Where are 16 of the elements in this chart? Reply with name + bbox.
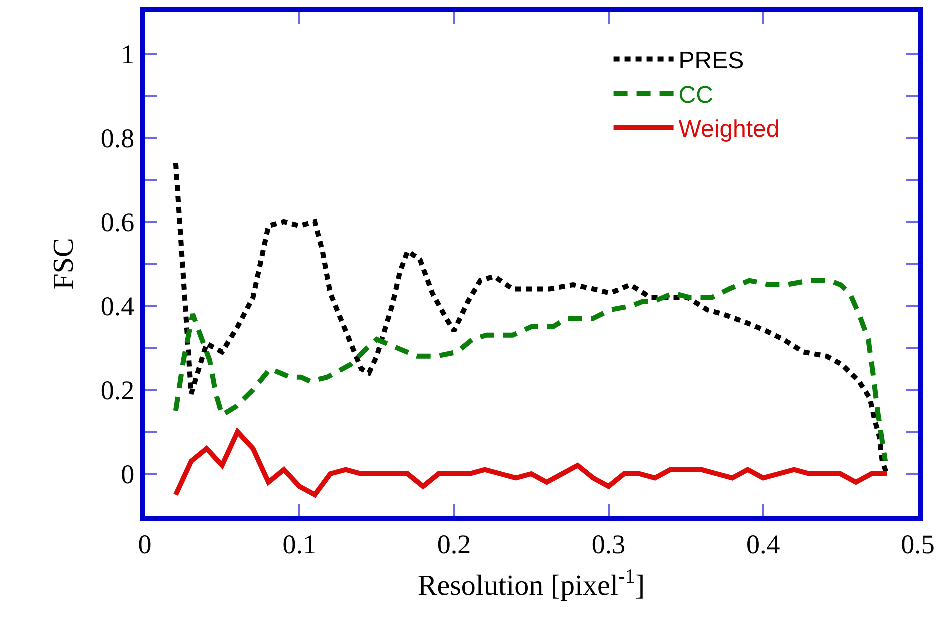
legend-label: Weighted: [678, 116, 780, 144]
x-tick-label: 0.5: [901, 529, 935, 560]
y-tick-label: 0: [121, 459, 135, 490]
y-axis-title: FSC: [48, 238, 80, 290]
x-tick-label: 0.2: [437, 529, 472, 560]
legend-label: PRES: [678, 48, 744, 75]
y-tick-label: 0.6: [100, 207, 135, 238]
y-tick-label: 1: [121, 39, 135, 70]
y-tick-label: 0.2: [100, 375, 135, 406]
legend-label: CC: [678, 82, 714, 109]
y-tick-label: 0.8: [100, 123, 135, 154]
x-tick-label: 0.1: [282, 529, 316, 560]
x-tick-label: 0.4: [746, 529, 781, 560]
x-axis-title: Resolution [pixel$^{-1}$]: [418, 566, 646, 602]
y-tick-label: 0.4: [100, 291, 136, 322]
x-tick-label: 0.3: [592, 529, 626, 560]
